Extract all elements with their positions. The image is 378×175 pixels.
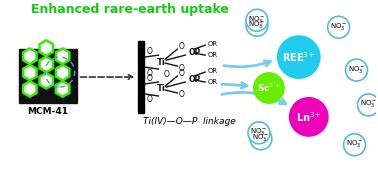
Text: O: O <box>146 47 152 56</box>
Text: OP: OP <box>188 48 200 57</box>
Text: MCM-41: MCM-41 <box>27 107 68 116</box>
Text: O: O <box>146 69 152 78</box>
Text: O: O <box>146 95 152 104</box>
Circle shape <box>344 134 366 156</box>
Text: Ti: Ti <box>157 85 166 93</box>
Circle shape <box>248 122 270 144</box>
Circle shape <box>253 72 285 104</box>
Text: OR: OR <box>207 79 217 85</box>
Text: O: O <box>178 64 184 73</box>
Text: NO$_3^-$: NO$_3^-$ <box>252 132 270 143</box>
Text: NO$_3^-$: NO$_3^-$ <box>250 126 268 137</box>
Text: OR: OR <box>207 41 217 47</box>
Text: Ti: Ti <box>157 58 166 67</box>
Circle shape <box>328 16 350 38</box>
Text: Sc$^{3+}$: Sc$^{3+}$ <box>257 82 281 94</box>
Circle shape <box>250 128 272 150</box>
Text: Ti(IV)—O—P  linkage: Ti(IV)—O—P linkage <box>143 117 235 126</box>
Text: Enhanced rare-earth uptake: Enhanced rare-earth uptake <box>31 3 228 16</box>
Text: O: O <box>178 90 184 99</box>
Text: NO$_3^-$: NO$_3^-$ <box>360 98 377 109</box>
Bar <box>138 41 144 113</box>
Text: O: O <box>178 42 184 51</box>
Text: NO$_3^-$: NO$_3^-$ <box>248 19 266 30</box>
Circle shape <box>246 14 268 36</box>
Circle shape <box>246 9 268 31</box>
Text: REE$^{3+}$: REE$^{3+}$ <box>282 50 316 64</box>
Polygon shape <box>56 48 69 64</box>
Text: OP: OP <box>188 75 200 83</box>
Polygon shape <box>23 65 37 80</box>
Circle shape <box>277 35 321 79</box>
Circle shape <box>289 97 328 137</box>
Polygon shape <box>40 73 53 89</box>
Text: NO$_3^-$: NO$_3^-$ <box>248 14 266 25</box>
Text: O: O <box>146 74 152 83</box>
Text: Ln$^{3+}$: Ln$^{3+}$ <box>296 110 322 124</box>
Text: OR: OR <box>207 68 217 74</box>
Polygon shape <box>56 65 69 80</box>
Text: NO$_3^-$: NO$_3^-$ <box>346 138 363 149</box>
Polygon shape <box>40 40 53 56</box>
Text: NO$_3^-$: NO$_3^-$ <box>330 21 347 32</box>
Polygon shape <box>23 48 37 64</box>
Text: NO$_3^-$: NO$_3^-$ <box>348 64 365 75</box>
Circle shape <box>358 94 378 116</box>
Text: O: O <box>178 69 184 78</box>
Polygon shape <box>40 57 53 72</box>
FancyBboxPatch shape <box>19 49 77 103</box>
Text: OR: OR <box>207 52 217 58</box>
Text: O: O <box>163 69 169 79</box>
Polygon shape <box>23 81 37 97</box>
Polygon shape <box>56 81 69 97</box>
Circle shape <box>345 59 367 81</box>
